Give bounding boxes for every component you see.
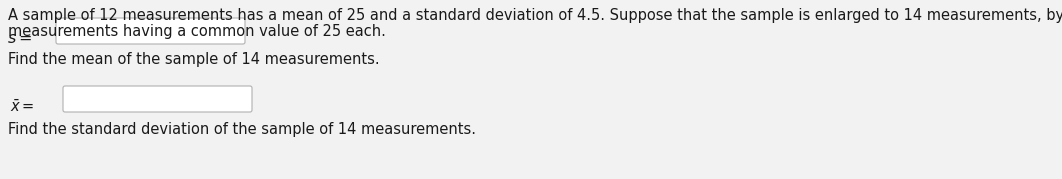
- Text: $\bar{x}=$: $\bar{x}=$: [10, 99, 34, 115]
- Text: Find the standard deviation of the sample of 14 measurements.: Find the standard deviation of the sampl…: [8, 122, 476, 137]
- FancyBboxPatch shape: [63, 86, 252, 112]
- Text: Find the mean of the sample of 14 measurements.: Find the mean of the sample of 14 measur…: [8, 52, 379, 67]
- Text: A sample of 12 measurements has a mean of 25 and a standard deviation of 4.5. Su: A sample of 12 measurements has a mean o…: [8, 8, 1062, 23]
- Text: $s=$: $s=$: [7, 31, 32, 46]
- Text: measurements having a common value of 25 each.: measurements having a common value of 25…: [8, 24, 386, 39]
- FancyBboxPatch shape: [56, 18, 245, 44]
